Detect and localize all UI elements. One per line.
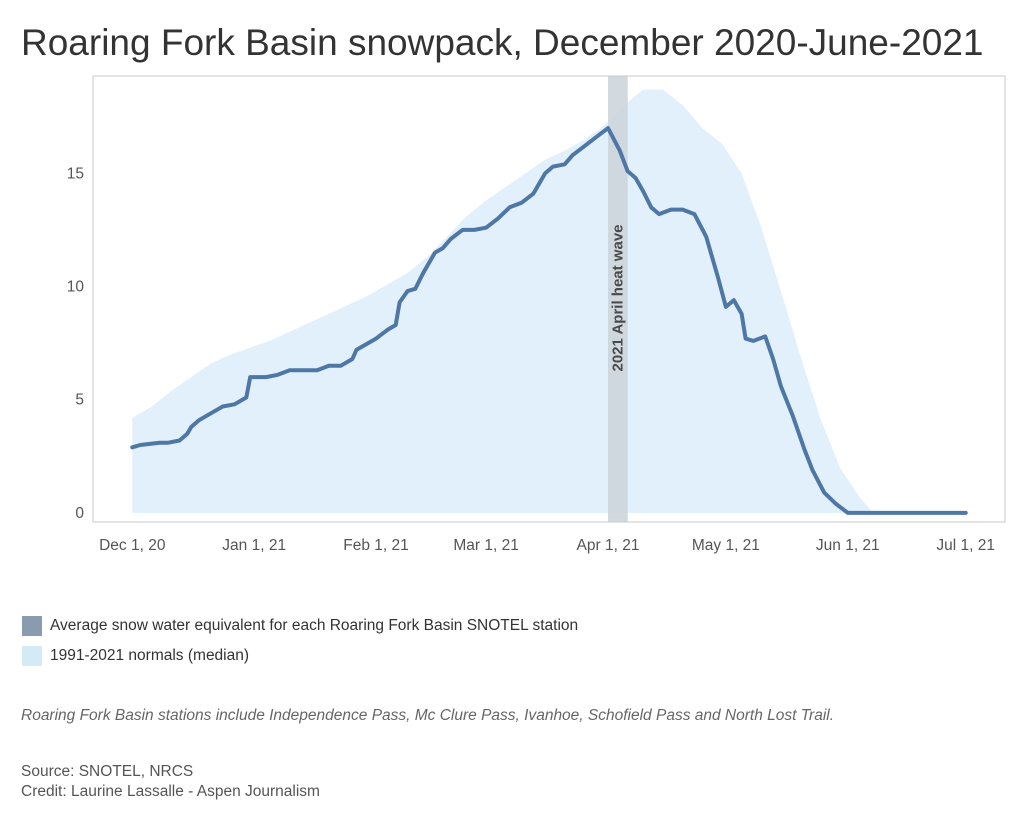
- y-tick-label: 15: [67, 165, 84, 182]
- legend-label-normals: 1991-2021 normals (median): [50, 647, 250, 664]
- y-axis: 0 5 10 15: [67, 165, 85, 522]
- x-tick-label: Jun 1, 21: [816, 537, 880, 554]
- y-tick-label: 5: [75, 392, 84, 409]
- normals-area: [132, 89, 966, 513]
- legend-swatch-normals: [22, 646, 42, 666]
- chart-title: Roaring Fork Basin snowpack, December 20…: [21, 22, 984, 63]
- x-tick-label: Jul 1, 21: [936, 537, 995, 554]
- legend-item-swe: Average snow water equivalent for each R…: [22, 615, 578, 637]
- x-tick-label: Jan 1, 21: [222, 537, 286, 554]
- x-tick-label: Feb 1, 21: [343, 537, 409, 554]
- stations-note: Roaring Fork Basin stations include Inde…: [21, 707, 835, 724]
- source-line: Source: SNOTEL, NRCS: [21, 763, 194, 780]
- y-tick-label: 0: [75, 505, 84, 522]
- line-layer: [130, 126, 968, 515]
- x-tick-label: Mar 1, 21: [453, 537, 518, 554]
- heat-wave-band: [608, 76, 628, 522]
- x-axis: Dec 1, 20 Jan 1, 21 Feb 1, 21 Mar 1, 21 Apr …: [99, 537, 995, 554]
- legend-swatch-swe: [22, 616, 42, 636]
- swe-line: [130, 126, 968, 515]
- plot-frame: [92, 75, 1006, 523]
- x-tick-label: Apr 1, 21: [577, 537, 640, 554]
- legend-item-normals: 1991-2021 normals (median): [22, 645, 249, 667]
- x-tick-label: Dec 1, 20: [99, 537, 166, 554]
- snowpack-chart: 2021 April heat wave Dec 1, 20 Jan 1, 21 F…: [67, 75, 1006, 554]
- y-tick-label: 10: [67, 279, 85, 296]
- annotation-layer: 2021 April heat wave: [608, 76, 628, 522]
- legend-label-swe: Average snow water equivalent for each R…: [50, 617, 579, 634]
- heat-wave-label: 2021 April heat wave: [609, 224, 626, 371]
- area-layer: [132, 89, 966, 513]
- credit-line: Credit: Laurine Lassalle - Aspen Journal…: [21, 783, 320, 800]
- x-tick-label: May 1, 21: [692, 537, 760, 554]
